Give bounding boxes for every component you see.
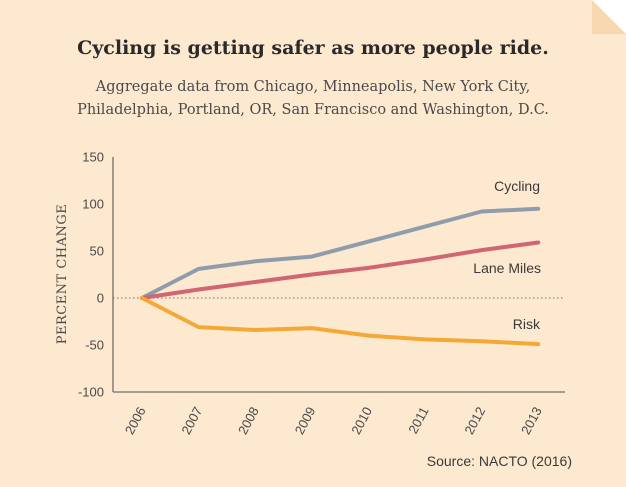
y-tick-labels: 150 100 50 0 -50 -100 [78,150,104,400]
x-tick-label: 2011 [405,404,431,436]
series-line-risk [140,296,541,347]
subtitle-line-2: Philadelphia, Portland, OR, San Francisc… [77,102,549,118]
y-tick-label: 0 [97,291,104,306]
y-axis-label: PERCENT CHANGE [55,204,70,345]
y-tick-label: 100 [82,197,104,212]
x-tick-label: 2007 [178,404,205,437]
y-tick-label: -50 [85,338,104,353]
series-label-cycling: Cycling [494,178,540,194]
y-tick-label: 50 [90,244,104,259]
series-labels: Cycling Lane Miles Risk [473,178,541,332]
series-label-risk: Risk [513,316,541,332]
chart-title: Cycling is getting safer as more people … [77,37,549,59]
x-tick-label: 2013 [518,404,545,437]
subtitle-line-1: Aggregate data from Chicago, Minneapolis… [95,79,531,95]
x-tick-label: 2010 [348,404,375,437]
x-tick-labels: 2006 2007 2008 2009 2010 2011 2012 2013 [122,404,545,437]
y-tick-label: 150 [82,150,104,165]
x-tick-label: 2012 [461,404,488,437]
x-tick-label: 2009 [292,404,319,437]
x-tick-label: 2006 [122,404,149,437]
chart-axes [112,157,565,393]
series-line-cycling [140,206,541,300]
y-tick-label: -100 [78,385,104,400]
series-line-lane-miles [140,240,541,300]
source-note: Source: NACTO (2016) [426,453,572,469]
x-tick-label: 2008 [235,404,262,437]
chart-subtitle: Aggregate data from Chicago, Minneapolis… [0,76,626,122]
corner-fold [592,0,626,34]
series-label-lane-miles: Lane Miles [473,260,541,276]
series-lines [140,206,541,347]
